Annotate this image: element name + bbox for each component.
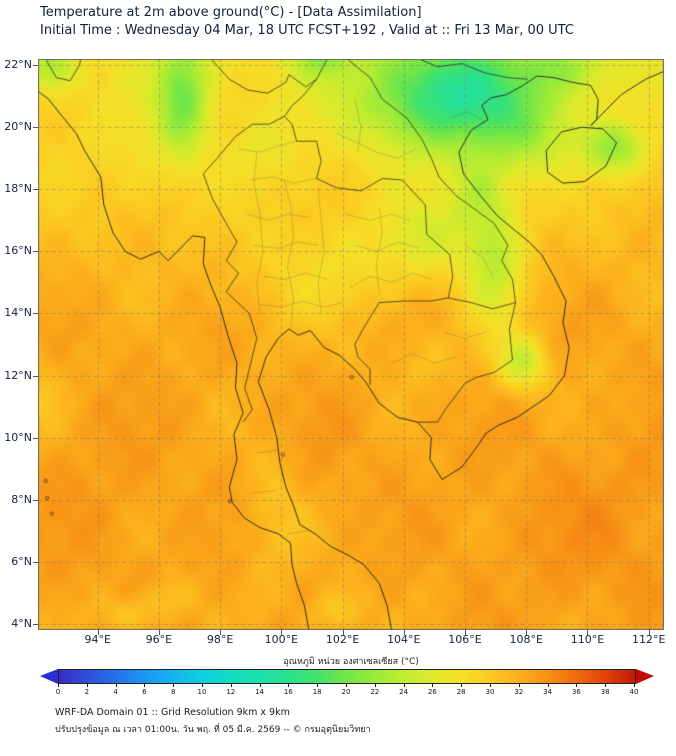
lon-tick-mark	[465, 630, 467, 635]
lon-tick-label: 98°E	[206, 633, 234, 646]
lat-tick-label: 14°N	[4, 306, 32, 320]
lat-tick-label: 22°N	[4, 58, 32, 72]
colorbar-tick-label: 20	[341, 688, 351, 696]
colorbar-tick-label: 32	[514, 688, 524, 696]
colorbar-tick-mark	[634, 684, 635, 687]
colorbar-tick-mark	[346, 684, 347, 687]
colorbar-tick-mark	[58, 684, 59, 687]
colorbar-tick-label: 8	[170, 688, 176, 696]
colorbar: 0 2 4 6 8 10 12 14 16 18 20 22 24 26 28 30 32 34 36 38 40	[40, 669, 654, 699]
colorbar-tick-label: 12	[226, 688, 236, 696]
lon-tick-mark	[97, 630, 99, 635]
colorbar-tick-mark	[173, 684, 175, 687]
colorbar-tick-mark	[432, 684, 434, 687]
colorbar-tick-label: 10	[197, 688, 207, 696]
page-title: Temperature at 2m above ground(°C) - [Da…	[40, 5, 422, 20]
colorbar-tick-mark	[547, 684, 549, 687]
colorbar-tick-mark	[86, 684, 88, 687]
lon-tick-label: 110°E	[570, 633, 605, 646]
colorbar-tick-label: 22	[370, 688, 380, 696]
colorbar-underflow-arrow	[40, 669, 58, 684]
colorbar-tick-label: 30	[485, 688, 495, 696]
colorbar-tick-label: 2	[84, 688, 90, 696]
colorbar-tick-mark	[144, 684, 146, 687]
colorbar-tick-label: 38	[600, 688, 610, 696]
colorbar-tick-mark	[374, 684, 376, 687]
lon-tick-mark	[158, 630, 160, 635]
colorbar-tick-mark	[403, 684, 405, 687]
colorbar-tick-mark	[490, 684, 491, 687]
colorbar-tick-mark	[259, 684, 261, 687]
lon-tick-label: 96°E	[145, 633, 173, 646]
lat-tick-label: 16°N	[4, 244, 32, 258]
lon-tick-mark	[281, 630, 283, 635]
colorbar-tick-mark	[605, 684, 607, 687]
colorbar-tick-label: 16	[283, 688, 293, 696]
lon-tick-label: 112°E	[631, 633, 666, 646]
lon-tick-mark	[220, 630, 222, 635]
colorbar-tick-mark	[317, 684, 319, 687]
lon-tick-mark	[403, 630, 405, 635]
lon-tick-mark	[648, 630, 650, 635]
footer-update-info: ปรับปรุงข้อมูล ณ เวลา 01:00น. วัน พฤ. ที…	[55, 725, 371, 735]
lon-tick-label: 102°E	[325, 633, 360, 646]
colorbar-tick-label: 26	[427, 688, 437, 696]
colorbar-tick-mark	[576, 684, 578, 687]
colorbar-tick-mark	[230, 684, 232, 687]
colorbar-tick-mark	[115, 684, 117, 687]
lat-tick-label: 12°N	[4, 368, 32, 382]
lon-tick-label: 104°E	[387, 633, 421, 646]
colorbar-tick-mark	[202, 684, 203, 687]
page-subtitle: Initial Time : Wednesday 04 Mar, 18 UTC …	[40, 23, 574, 38]
lat-tick-label: 20°N	[4, 120, 32, 134]
lon-tick-mark	[342, 630, 344, 635]
colorbar-tick-label: 18	[312, 688, 322, 696]
colorbar-tick-label: 34	[543, 688, 553, 696]
colorbar-tick-label: 36	[571, 688, 581, 696]
colorbar-tick-label: 6	[142, 688, 147, 696]
colorbar-tick-label: 24	[399, 688, 409, 696]
lon-tick-label: 108°E	[509, 633, 543, 646]
footer-domain-info: WRF-DA Domain 01 :: Grid Resolution 9km …	[55, 707, 290, 718]
colorbar-gradient	[58, 669, 636, 684]
colorbar-tick-mark	[461, 684, 463, 687]
lat-tick-label: 8°N	[11, 492, 32, 506]
lat-tick-label: 10°N	[4, 430, 32, 444]
lat-tick-label: 18°N	[4, 182, 32, 196]
colorbar-tick-label: 14	[255, 688, 265, 696]
colorbar-label: อุณหภูมิ หน่วย องศาเซลเซียส (°C)	[283, 657, 419, 667]
temperature-map-canvas	[38, 59, 664, 630]
lon-tick-mark	[526, 630, 528, 635]
lon-tick-label: 106°E	[448, 633, 482, 646]
lon-tick-label: 100°E	[264, 633, 299, 646]
colorbar-tick-label: 28	[456, 688, 466, 696]
colorbar-tick-label: 40	[629, 688, 639, 696]
lat-tick-label: 4°N	[11, 616, 32, 630]
colorbar-tick-label: 4	[113, 688, 118, 696]
lon-tick-mark	[587, 630, 589, 635]
colorbar-tick-label: 0	[55, 688, 61, 696]
colorbar-overflow-arrow	[636, 669, 654, 684]
lat-tick-label: 6°N	[11, 554, 32, 568]
colorbar-tick-mark	[518, 684, 520, 687]
lon-tick-label: 94°E	[84, 633, 111, 646]
colorbar-tick-mark	[288, 684, 290, 687]
